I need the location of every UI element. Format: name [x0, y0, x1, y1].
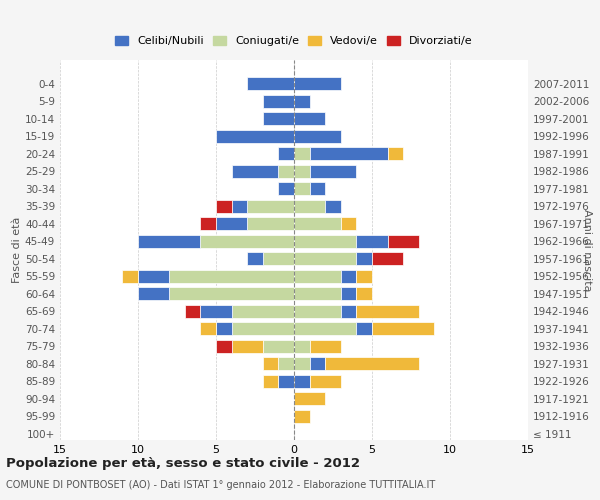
- Bar: [310, 182, 325, 196]
- Bar: [278, 374, 294, 388]
- Bar: [232, 322, 294, 336]
- Bar: [278, 147, 294, 160]
- Bar: [247, 200, 294, 213]
- Bar: [232, 164, 278, 178]
- Bar: [216, 217, 247, 230]
- Bar: [138, 287, 169, 300]
- Bar: [263, 357, 278, 370]
- Bar: [216, 130, 294, 143]
- Bar: [325, 357, 419, 370]
- Bar: [247, 217, 294, 230]
- Bar: [169, 270, 294, 283]
- Bar: [356, 234, 388, 248]
- Bar: [294, 410, 310, 422]
- Bar: [263, 95, 294, 108]
- Bar: [216, 200, 232, 213]
- Legend: Celibi/Nubili, Coniugati/e, Vedovi/e, Divorziati/e: Celibi/Nubili, Coniugati/e, Vedovi/e, Di…: [111, 32, 477, 50]
- Bar: [294, 164, 310, 178]
- Bar: [200, 304, 232, 318]
- Bar: [294, 130, 341, 143]
- Bar: [356, 304, 419, 318]
- Bar: [294, 340, 310, 353]
- Bar: [278, 164, 294, 178]
- Bar: [263, 340, 294, 353]
- Bar: [294, 392, 325, 405]
- Bar: [232, 340, 263, 353]
- Bar: [388, 147, 403, 160]
- Bar: [263, 112, 294, 126]
- Bar: [200, 322, 216, 336]
- Bar: [310, 357, 325, 370]
- Bar: [356, 252, 372, 266]
- Bar: [294, 78, 341, 90]
- Bar: [341, 270, 356, 283]
- Bar: [294, 287, 341, 300]
- Y-axis label: Fasce di età: Fasce di età: [12, 217, 22, 283]
- Bar: [294, 374, 310, 388]
- Bar: [294, 200, 325, 213]
- Bar: [232, 200, 247, 213]
- Bar: [310, 164, 356, 178]
- Bar: [294, 147, 310, 160]
- Bar: [232, 304, 294, 318]
- Bar: [169, 287, 294, 300]
- Bar: [356, 270, 372, 283]
- Bar: [341, 217, 356, 230]
- Bar: [294, 217, 341, 230]
- Bar: [372, 322, 434, 336]
- Bar: [278, 357, 294, 370]
- Bar: [325, 200, 341, 213]
- Bar: [294, 234, 356, 248]
- Bar: [216, 340, 232, 353]
- Text: Popolazione per età, sesso e stato civile - 2012: Popolazione per età, sesso e stato civil…: [6, 457, 360, 470]
- Bar: [310, 147, 388, 160]
- Bar: [200, 217, 216, 230]
- Bar: [138, 234, 200, 248]
- Bar: [294, 252, 356, 266]
- Bar: [356, 322, 372, 336]
- Bar: [138, 270, 169, 283]
- Bar: [247, 78, 294, 90]
- Bar: [310, 340, 341, 353]
- Bar: [278, 182, 294, 196]
- Bar: [294, 95, 310, 108]
- Bar: [294, 304, 341, 318]
- Bar: [200, 234, 294, 248]
- Bar: [294, 322, 356, 336]
- Bar: [294, 270, 341, 283]
- Bar: [372, 252, 403, 266]
- Bar: [185, 304, 200, 318]
- Bar: [356, 287, 372, 300]
- Bar: [122, 270, 138, 283]
- Bar: [341, 304, 356, 318]
- Bar: [388, 234, 419, 248]
- Bar: [263, 252, 294, 266]
- Bar: [294, 182, 310, 196]
- Bar: [247, 252, 263, 266]
- Bar: [310, 374, 341, 388]
- Bar: [294, 112, 325, 126]
- Bar: [341, 287, 356, 300]
- Bar: [263, 374, 278, 388]
- Text: COMUNE DI PONTBOSET (AO) - Dati ISTAT 1° gennaio 2012 - Elaborazione TUTTITALIA.: COMUNE DI PONTBOSET (AO) - Dati ISTAT 1°…: [6, 480, 435, 490]
- Y-axis label: Anni di nascita: Anni di nascita: [583, 209, 592, 291]
- Bar: [216, 322, 232, 336]
- Bar: [294, 357, 310, 370]
